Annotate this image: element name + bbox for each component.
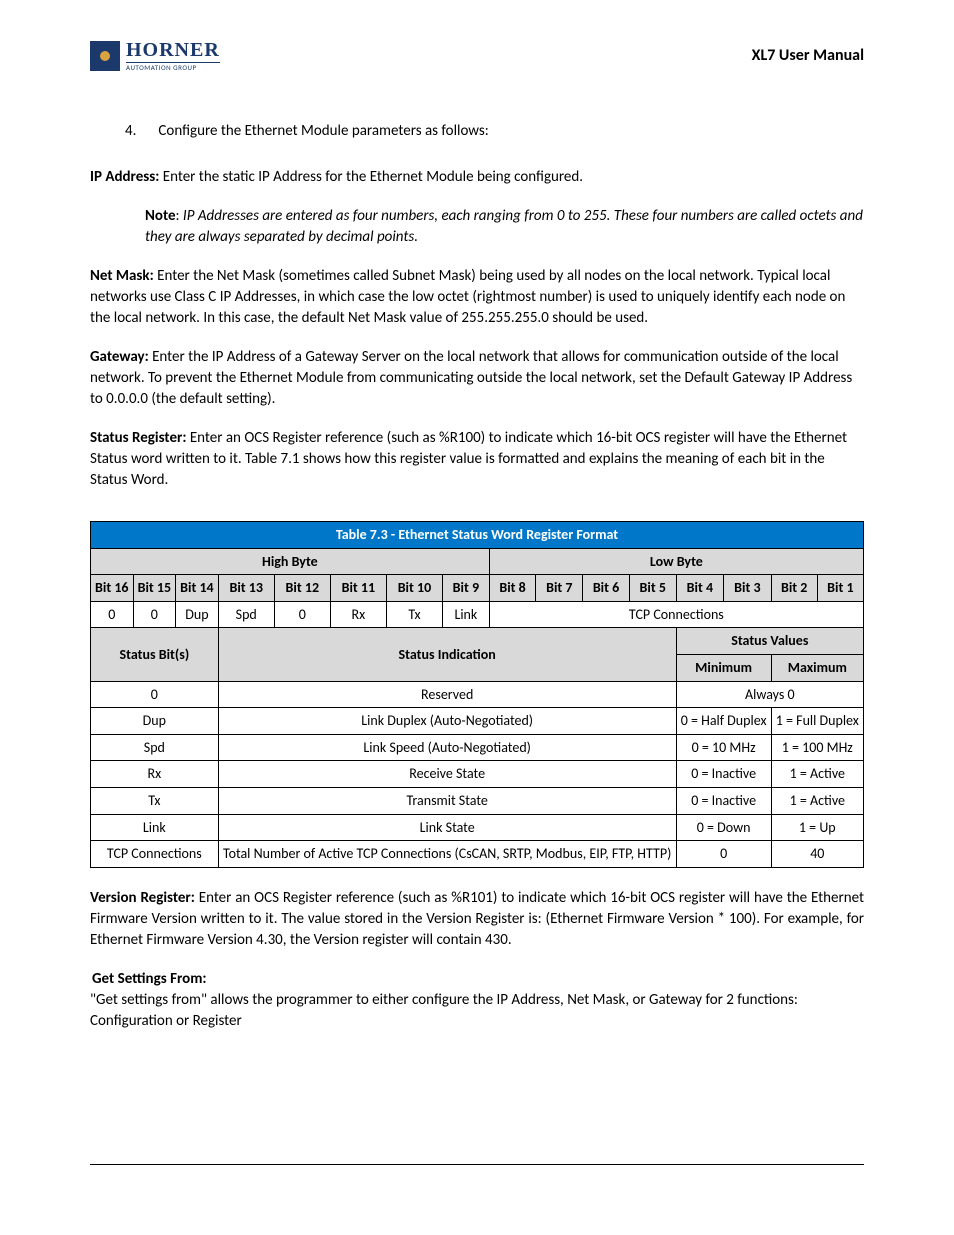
statusreg-text: Enter an OCS Register reference (such as… xyxy=(90,429,847,489)
content: 4. Configure the Ethernet Module paramet… xyxy=(90,121,864,1032)
page-header: HORNER AUTOMATION GROUP XL7 User Manual xyxy=(90,40,864,71)
getsettings-label: Get Settings From: xyxy=(92,969,864,990)
bit-header: Bit 11 xyxy=(330,575,386,602)
note-text: IP Addresses are entered as four numbers… xyxy=(145,207,863,246)
row-bit: Link xyxy=(91,814,219,841)
row-max: 1 = Full Duplex xyxy=(771,708,863,735)
getsettings-para: Get Settings From: "Get settings from" a… xyxy=(90,969,864,1032)
netmask-text: Enter the Net Mask (sometimes called Sub… xyxy=(90,267,845,327)
netmask-label: Net Mask: xyxy=(90,267,154,285)
row-min: 0 xyxy=(676,841,771,868)
row-ind: Link Duplex (Auto-Negotiated) xyxy=(218,708,676,735)
manual-title: XL7 User Manual xyxy=(752,46,864,65)
note-colon: : xyxy=(176,207,183,225)
step-number: 4. xyxy=(125,121,155,142)
row-bit: Dup xyxy=(91,708,219,735)
row-ind: Link Speed (Auto-Negotiated) xyxy=(218,734,676,761)
row-bit: 0 xyxy=(91,681,219,708)
logo-sub-text: AUTOMATION GROUP xyxy=(126,62,220,71)
bit-header: Bit 16 xyxy=(91,575,134,602)
row-max: 1 = Active xyxy=(771,761,863,788)
bit-header: Bit 7 xyxy=(536,575,583,602)
row-min: 0 = Half Duplex xyxy=(676,708,771,735)
bit-header: Bit 12 xyxy=(274,575,330,602)
row-bit: TCP Connections xyxy=(91,841,219,868)
bit-val: TCP Connections xyxy=(489,601,863,628)
logo-icon xyxy=(90,41,120,71)
bit-header: Bit 2 xyxy=(771,575,817,602)
versionreg-label: Version Register: xyxy=(90,889,195,907)
row-min: 0 = Inactive xyxy=(676,761,771,788)
ip-text: Enter the static IP Address for the Ethe… xyxy=(159,168,583,186)
note-label: Note xyxy=(145,207,176,225)
min-header: Minimum xyxy=(676,654,771,681)
bit-val: 0 xyxy=(91,601,134,628)
row-ind: Reserved xyxy=(218,681,676,708)
bit-header: Bit 14 xyxy=(176,575,219,602)
bit-header: Bit 5 xyxy=(629,575,676,602)
footer-line xyxy=(90,1164,864,1165)
table-title: Table 7.3 - Ethernet Status Word Registe… xyxy=(91,522,864,549)
bit-header: Bit 10 xyxy=(386,575,442,602)
bit-header: Bit 13 xyxy=(218,575,274,602)
ip-label: IP Address: xyxy=(90,168,159,186)
step-text: Configure the Ethernet Module parameters… xyxy=(158,122,488,140)
netmask-para: Net Mask: Enter the Net Mask (sometimes … xyxy=(90,266,864,329)
row-ind: Receive State xyxy=(218,761,676,788)
bit-val: Link xyxy=(443,601,490,628)
row-min: 0 = Inactive xyxy=(676,787,771,814)
ip-address-para: IP Address: Enter the static IP Address … xyxy=(90,167,864,188)
status-values-header: Status Values xyxy=(676,628,863,655)
max-header: Maximum xyxy=(771,654,863,681)
versionreg-para: Version Register: Enter an OCS Register … xyxy=(90,888,864,951)
row-ind: Transmit State xyxy=(218,787,676,814)
note-para: Note: IP Addresses are entered as four n… xyxy=(145,206,864,248)
row-bit: Tx xyxy=(91,787,219,814)
bit-val: Tx xyxy=(386,601,442,628)
status-bits-header: Status Bit(s) xyxy=(91,628,219,681)
gateway-para: Gateway: Enter the IP Address of a Gatew… xyxy=(90,347,864,410)
bit-header: Bit 1 xyxy=(817,575,863,602)
logo: HORNER AUTOMATION GROUP xyxy=(90,40,220,71)
bit-header: Bit 3 xyxy=(724,575,771,602)
row-min: 0 = Down xyxy=(676,814,771,841)
gateway-text: Enter the IP Address of a Gateway Server… xyxy=(90,348,852,408)
bit-val: Spd xyxy=(218,601,274,628)
status-table: Table 7.3 - Ethernet Status Word Registe… xyxy=(90,521,864,868)
status-indication-header: Status Indication xyxy=(218,628,676,681)
logo-main-text: HORNER xyxy=(126,40,220,60)
row-min: Always 0 xyxy=(676,681,863,708)
bit-header: Bit 8 xyxy=(489,575,536,602)
high-byte-header: High Byte xyxy=(91,548,490,575)
row-bit: Rx xyxy=(91,761,219,788)
row-bit: Spd xyxy=(91,734,219,761)
getsettings-text: "Get settings from" allows the programme… xyxy=(90,990,864,1032)
row-ind: Link State xyxy=(218,814,676,841)
bit-val: 0 xyxy=(133,601,176,628)
bit-header: Bit 6 xyxy=(583,575,630,602)
statusreg-para: Status Register: Enter an OCS Register r… xyxy=(90,428,864,491)
bit-header: Bit 4 xyxy=(676,575,723,602)
bit-val: Rx xyxy=(330,601,386,628)
row-min: 0 = 10 MHz xyxy=(676,734,771,761)
bit-val: 0 xyxy=(274,601,330,628)
row-max: 1 = 100 MHz xyxy=(771,734,863,761)
bit-header: Bit 9 xyxy=(443,575,490,602)
row-max: 40 xyxy=(771,841,863,868)
versionreg-text: Enter an OCS Register reference (such as… xyxy=(90,889,864,949)
bit-val: Dup xyxy=(176,601,219,628)
row-max: 1 = Active xyxy=(771,787,863,814)
bit-header: Bit 15 xyxy=(133,575,176,602)
gateway-label: Gateway: xyxy=(90,348,149,366)
row-max: 1 = Up xyxy=(771,814,863,841)
statusreg-label: Status Register: xyxy=(90,429,186,447)
step-4: 4. Configure the Ethernet Module paramet… xyxy=(125,121,864,142)
row-ind: Total Number of Active TCP Connections (… xyxy=(218,841,676,868)
low-byte-header: Low Byte xyxy=(489,548,863,575)
